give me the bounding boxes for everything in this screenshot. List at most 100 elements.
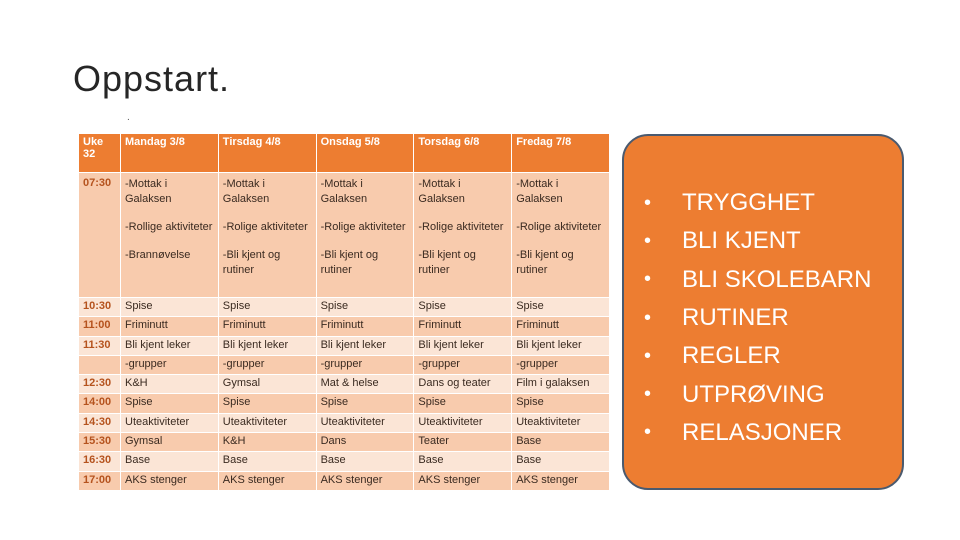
- schedule-header-row: Uke 32 Mandag 3/8 Tirsdag 4/8 Onsdag 5/8…: [78, 133, 610, 173]
- table-row: 10:30 Spise Spise Spise Spise Spise: [78, 296, 610, 318]
- goal-item: • RELASJONER: [644, 414, 871, 452]
- activity-line: -Bli kjent og rutiner: [320, 249, 379, 276]
- goal-label: BLI KJENT: [682, 227, 801, 255]
- slide-title: Oppstart.: [73, 58, 231, 99]
- header-friday: Fredag 7/8: [511, 133, 610, 173]
- activity-cell: Gymsal: [120, 431, 219, 453]
- activity-line: -Mottak i Galaksen: [320, 178, 368, 205]
- activity-cell: AKS stenger: [217, 470, 317, 492]
- activity-line: -Bli kjent og rutiner: [516, 249, 574, 276]
- activity-cell: Uteaktiviteter: [511, 412, 610, 434]
- schedule-table: Uke 32 Mandag 3/8 Tirsdag 4/8 Onsdag 5/8…: [78, 133, 610, 492]
- activity-cell: -Mottak i Galaksen -Rolige aktiviteter -Bl…: [217, 172, 317, 298]
- bullet-icon: •: [644, 191, 652, 214]
- activity-cell: AKS stenger: [511, 470, 610, 492]
- activity-line: -Mottak i Galaksen: [125, 178, 172, 205]
- header-week: Uke 32: [78, 133, 121, 173]
- activity-cell: Bli kjent leker: [315, 335, 415, 356]
- activity-cell: Base: [217, 451, 317, 472]
- activity-cell: Friminutt: [217, 316, 317, 337]
- activity-cell: Dans og teater: [413, 374, 513, 395]
- goal-label: UTPRØVING: [682, 380, 825, 408]
- bullet-icon: •: [644, 306, 652, 329]
- bullet-icon: •: [644, 268, 652, 291]
- table-row: 07:30 -Mottak i Galaksen -Rollige aktivite…: [78, 172, 610, 298]
- activity-cell: Spise: [413, 393, 513, 414]
- activity-cell: Bli kjent leker: [217, 335, 317, 356]
- time-cell: 11:00: [78, 316, 121, 337]
- goals-box: • TRYGGHET • BLI KJENT • BLI SKOLEBARN • RUTINE…: [622, 134, 904, 490]
- activity-cell: Spise: [315, 393, 415, 414]
- activity-cell: Spise: [413, 296, 513, 318]
- bullet-icon: •: [644, 229, 652, 252]
- time-cell: 10:30: [78, 296, 121, 318]
- table-row: 16:30 Base Base Base Base Base: [78, 451, 610, 472]
- activity-line: -Rollige aktiviteter: [125, 221, 213, 233]
- activity-cell: Spise: [120, 393, 219, 414]
- goal-item: • UTPRØVING: [644, 375, 871, 413]
- activity-cell: Bli kjent leker: [413, 335, 513, 356]
- goal-label: RELASJONER: [682, 418, 843, 446]
- activity-cell: -Mottak i Galaksen -Rollige aktiviteter -B…: [120, 172, 219, 298]
- activity-cell: Base: [120, 451, 219, 472]
- activity-cell: -Mottak i Galaksen -Rolige aktiviteter -Bl…: [315, 172, 415, 298]
- time-cell: 11:30: [78, 335, 121, 356]
- activity-cell: -grupper: [511, 354, 610, 376]
- table-row: 15:30 Gymsal K&H Dans Teater Base: [78, 431, 610, 453]
- activity-line: -Mottak i Galaksen: [222, 178, 270, 205]
- activity-cell: Mat & helse: [315, 374, 415, 395]
- activity-cell: -Mottak i Galaksen -Rolige aktiviteter -Bl…: [511, 172, 610, 298]
- activity-cell: Spise: [120, 296, 219, 318]
- activity-cell: Uteaktiviteter: [217, 412, 317, 434]
- activity-cell: -grupper: [413, 354, 513, 376]
- table-row: -grupper -grupper -grupper -grupper -grupper: [78, 354, 610, 376]
- activity-cell: Teater: [413, 431, 513, 453]
- activity-cell: AKS stenger: [413, 470, 513, 492]
- goal-label: RUTINER: [682, 304, 789, 332]
- activity-cell: -Mottak i Galaksen -Rolige aktiviteter -Bl…: [413, 172, 513, 298]
- schedule-body: 07:30 -Mottak i Galaksen -Rollige aktivite…: [78, 172, 610, 492]
- activity-cell: Uteaktiviteter: [413, 412, 513, 434]
- activity-line: -Mottak i Galaksen: [516, 178, 563, 205]
- activity-cell: AKS stenger: [120, 470, 219, 492]
- activity-cell: Spise: [217, 393, 317, 414]
- activity-cell: Base: [511, 431, 610, 453]
- bullet-icon: •: [644, 421, 652, 444]
- activity-cell: Spise: [315, 296, 415, 318]
- activity-line: -Rolige aktiviteter: [516, 221, 602, 233]
- header-thursday: Torsdag 6/8: [413, 133, 513, 173]
- activity-cell: Friminutt: [120, 316, 219, 337]
- activity-line: -Bli kjent og rutiner: [418, 249, 476, 276]
- header-wednesday: Onsdag 5/8: [315, 133, 415, 173]
- table-row: 14:30 Uteaktiviteter Uteaktiviteter Uteakti…: [78, 412, 610, 434]
- goal-item: • BLI SKOLEBARN: [644, 261, 871, 299]
- activity-cell: Film i galaksen: [511, 374, 610, 395]
- goal-label: TRYGGHET: [682, 189, 815, 217]
- activity-cell: K&H: [217, 431, 317, 453]
- time-cell: [78, 354, 121, 376]
- header-tuesday: Tirsdag 4/8: [217, 133, 317, 173]
- activity-cell: -grupper: [315, 354, 415, 376]
- goal-item: • REGLER: [644, 337, 871, 375]
- time-cell: 14:00: [78, 393, 121, 414]
- bullet-icon: •: [644, 383, 652, 406]
- activity-cell: Base: [315, 451, 415, 472]
- activity-cell: Friminutt: [315, 316, 415, 337]
- activity-cell: Spise: [511, 296, 610, 318]
- time-cell: 17:00: [78, 470, 121, 492]
- activity-cell: -grupper: [217, 354, 317, 376]
- bullet-icon: •: [644, 344, 652, 367]
- activity-line: -Bli kjent og rutiner: [222, 249, 281, 276]
- time-cell: 07:30: [78, 172, 121, 298]
- activity-cell: Uteaktiviteter: [120, 412, 219, 434]
- goals-list: • TRYGGHET • BLI KJENT • BLI SKOLEBARN • RUTINE…: [644, 184, 871, 452]
- activity-line: -Mottak i Galaksen: [418, 178, 465, 205]
- activity-cell: Bli kjent leker: [120, 335, 219, 356]
- activity-cell: Spise: [217, 296, 317, 318]
- time-cell: 12:30: [78, 374, 121, 395]
- activity-cell: Bli kjent leker: [511, 335, 610, 356]
- activity-cell: K&H: [120, 374, 219, 395]
- table-row: 17:00 AKS stenger AKS stenger AKS stenger AK…: [78, 470, 610, 492]
- time-cell: 15:30: [78, 431, 121, 453]
- activity-line: -Brannøvelse: [125, 249, 191, 261]
